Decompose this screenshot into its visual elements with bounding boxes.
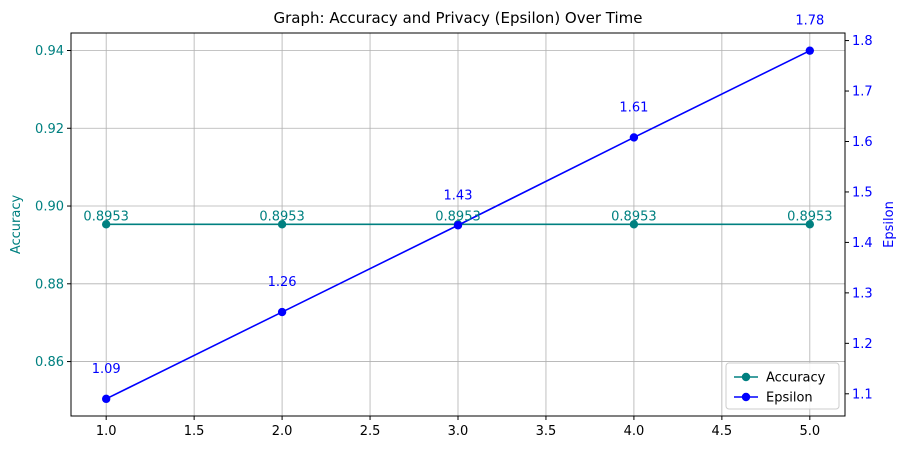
series-layer <box>101 46 815 404</box>
legend: Accuracy Epsilon <box>725 362 840 410</box>
x-axis: 1.0 1.5 2.0 2.5 3.0 3.5 4.0 4.5 5.0 <box>96 416 820 439</box>
x-tick-label: 1.5 <box>184 424 205 439</box>
accuracy-point <box>277 220 287 229</box>
accuracy-point <box>101 220 111 229</box>
accuracy-data-label: 0.8953 <box>611 209 657 224</box>
legend-accuracy-marker <box>741 372 751 382</box>
y-right-tick-label: 1.7 <box>852 85 873 100</box>
y-right-tick-label: 1.4 <box>852 236 873 251</box>
accuracy-data-label: 0.8953 <box>435 209 481 224</box>
legend-epsilon-marker <box>741 392 751 402</box>
epsilon-data-label: 1.43 <box>444 188 473 203</box>
data-labels: 0.8953 0.8953 0.8953 0.8953 0.8953 1.09 1.26 1.… <box>83 14 832 377</box>
accuracy-data-label: 0.8953 <box>787 209 833 224</box>
x-tick-label: 2.0 <box>272 424 293 439</box>
y-right-tick-label: 1.8 <box>852 34 873 49</box>
legend-epsilon-label: Epsilon <box>766 391 813 406</box>
epsilon-data-label: 1.26 <box>268 275 297 290</box>
epsilon-data-label: 1.09 <box>92 362 121 377</box>
epsilon-data-label: 1.61 <box>619 100 648 115</box>
legend-accuracy-label: Accuracy <box>766 371 826 386</box>
epsilon-point <box>453 221 463 230</box>
y-left-tick-label: 0.92 <box>35 122 64 137</box>
y-right-tick-label: 1.2 <box>852 337 873 352</box>
accuracy-point <box>629 220 639 229</box>
epsilon-data-label: 1.78 <box>795 14 824 29</box>
accuracy-point <box>805 220 815 229</box>
y-axis-right: 1.1 1.2 1.3 1.4 1.5 1.6 1.7 1.8 <box>845 34 873 402</box>
y-left-tick-label: 0.88 <box>35 277 64 292</box>
x-tick-label: 4.0 <box>624 424 645 439</box>
x-tick-label: 3.5 <box>536 424 557 439</box>
epsilon-point <box>101 394 111 404</box>
y-left-tick-label: 0.94 <box>35 44 64 59</box>
y-right-tick-label: 1.6 <box>852 135 873 150</box>
chart-title: Graph: Accuracy and Privacy (Epsilon) Ov… <box>273 9 642 27</box>
y-axis-right-label: Epsilon <box>882 201 897 248</box>
epsilon-point <box>277 307 287 317</box>
x-tick-label: 5.0 <box>799 424 820 439</box>
y-left-tick-label: 0.90 <box>35 200 64 215</box>
epsilon-point <box>629 133 639 142</box>
epsilon-point <box>805 46 815 55</box>
y-right-tick-label: 1.3 <box>852 286 873 301</box>
accuracy-data-label: 0.8953 <box>83 209 129 224</box>
x-tick-label: 2.5 <box>360 424 381 439</box>
y-axis-left: 0.86 0.88 0.90 0.92 0.94 <box>35 44 71 370</box>
y-right-tick-label: 1.1 <box>852 387 873 402</box>
accuracy-data-label: 0.8953 <box>259 209 305 224</box>
x-tick-label: 4.5 <box>712 424 733 439</box>
y-axis-left-label: Accuracy <box>9 195 24 255</box>
x-tick-label: 3.0 <box>448 424 469 439</box>
x-tick-label: 1.0 <box>96 424 117 439</box>
y-right-tick-label: 1.5 <box>852 185 873 200</box>
y-left-tick-label: 0.86 <box>35 355 64 370</box>
